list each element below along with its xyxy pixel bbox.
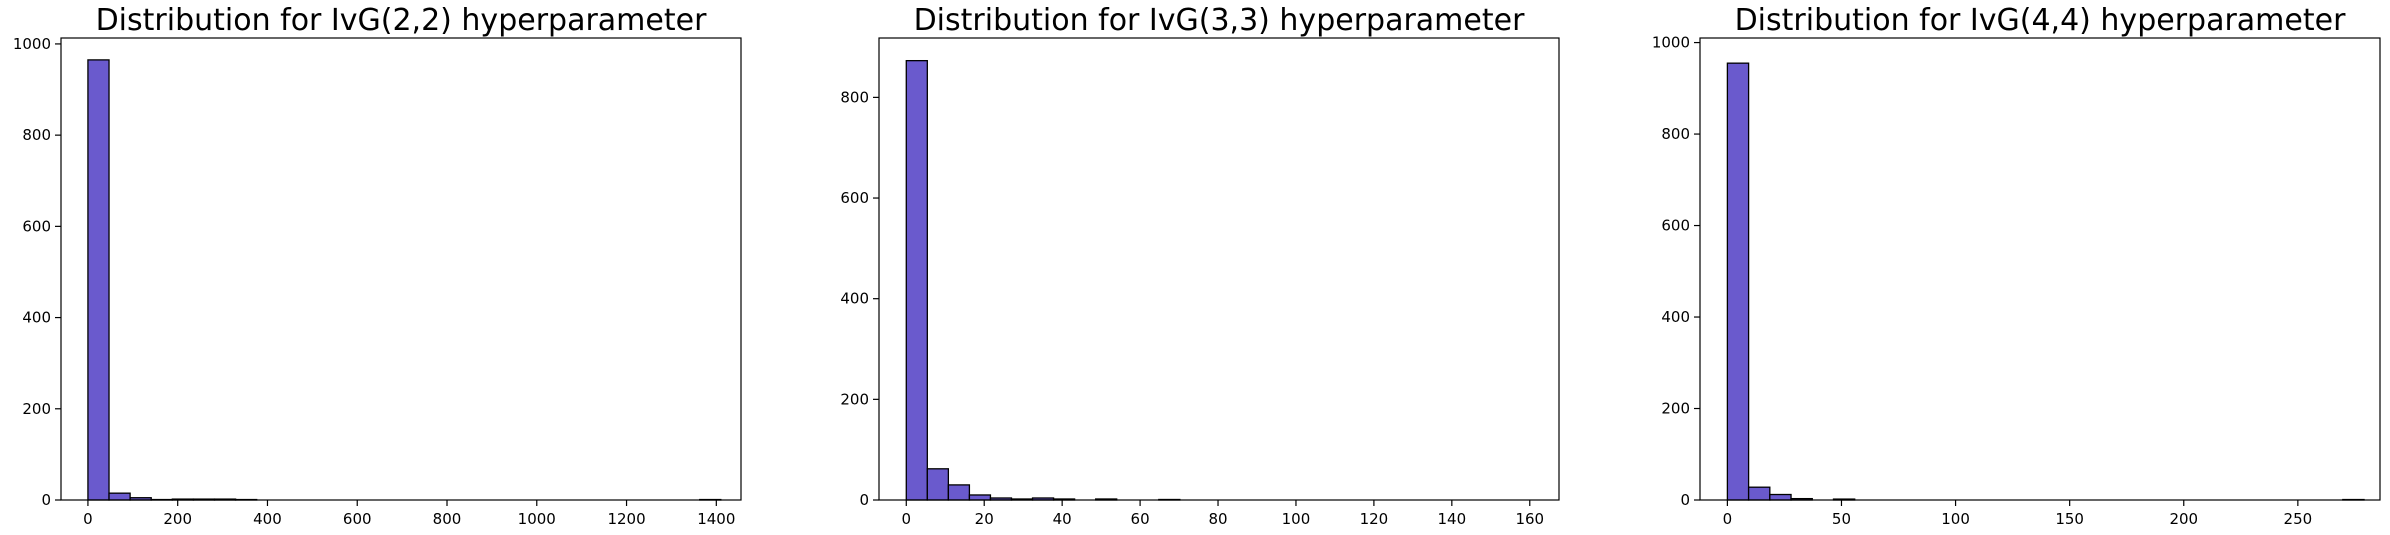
x-tick-label: 1400 <box>697 510 735 528</box>
y-tick-label: 0 <box>41 491 51 509</box>
x-tick-label: 120 <box>1360 510 1389 528</box>
y-tick-label: 800 <box>1661 125 1690 143</box>
x-tick-label: 1200 <box>607 510 645 528</box>
x-tick-label: 50 <box>1832 510 1851 528</box>
x-tick-label: 160 <box>1515 510 1544 528</box>
x-tick-label: 150 <box>2055 510 2084 528</box>
x-tick-label: 1000 <box>518 510 556 528</box>
x-tick-label: 100 <box>1282 510 1311 528</box>
x-tick-label: 80 <box>1208 510 1227 528</box>
y-tick-label: 0 <box>1680 491 1690 509</box>
histogram-bar <box>926 468 950 501</box>
chart-title: Distribution for IvG(3,3) hyperparameter <box>914 3 1525 38</box>
axes-frame <box>60 37 742 501</box>
histogram-bar <box>968 494 992 501</box>
x-tick-label: 0 <box>1723 510 1733 528</box>
axes-frame <box>1699 37 2381 501</box>
y-tick-label: 400 <box>840 290 869 308</box>
histogram-bar <box>947 484 971 501</box>
histogram-bar <box>108 492 131 501</box>
x-tick-label: 0 <box>83 510 93 528</box>
axes-frame <box>878 37 1560 501</box>
histogram-bar <box>1769 493 1792 501</box>
histogram-bar <box>1747 486 1771 501</box>
x-tick-label: 200 <box>163 510 192 528</box>
y-tick-label: 1000 <box>1652 34 1690 52</box>
y-tick-label: 400 <box>1661 308 1690 326</box>
y-tick-label: 600 <box>22 217 51 235</box>
x-tick-label: 100 <box>1941 510 1970 528</box>
y-tick-label: 800 <box>840 88 869 106</box>
chart-title: Distribution for IvG(4,4) hyperparameter <box>1735 3 2346 38</box>
histogram-bar <box>905 59 928 501</box>
histogram-bar <box>1726 62 1750 501</box>
y-tick-label: 200 <box>22 400 51 418</box>
y-tick-label: 600 <box>1661 217 1690 235</box>
y-tick-label: 200 <box>1661 400 1690 418</box>
x-tick-label: 800 <box>433 510 462 528</box>
x-tick-label: 200 <box>2169 510 2198 528</box>
y-tick-label: 800 <box>22 126 51 144</box>
y-tick-label: 200 <box>840 390 869 408</box>
x-tick-label: 140 <box>1438 510 1467 528</box>
y-tick-label: 400 <box>22 309 51 327</box>
x-tick-label: 40 <box>1053 510 1072 528</box>
x-tick-label: 60 <box>1131 510 1150 528</box>
x-tick-label: 600 <box>343 510 372 528</box>
chart-title: Distribution for IvG(2,2) hyperparameter <box>96 3 707 38</box>
x-tick-label: 400 <box>253 510 282 528</box>
x-tick-label: 20 <box>975 510 994 528</box>
histogram-bar <box>87 59 110 501</box>
y-tick-label: 600 <box>840 189 869 207</box>
x-tick-label: 250 <box>2284 510 2313 528</box>
y-tick-label: 1000 <box>13 35 51 53</box>
x-tick-label: 0 <box>902 510 912 528</box>
y-tick-label: 0 <box>859 491 869 509</box>
